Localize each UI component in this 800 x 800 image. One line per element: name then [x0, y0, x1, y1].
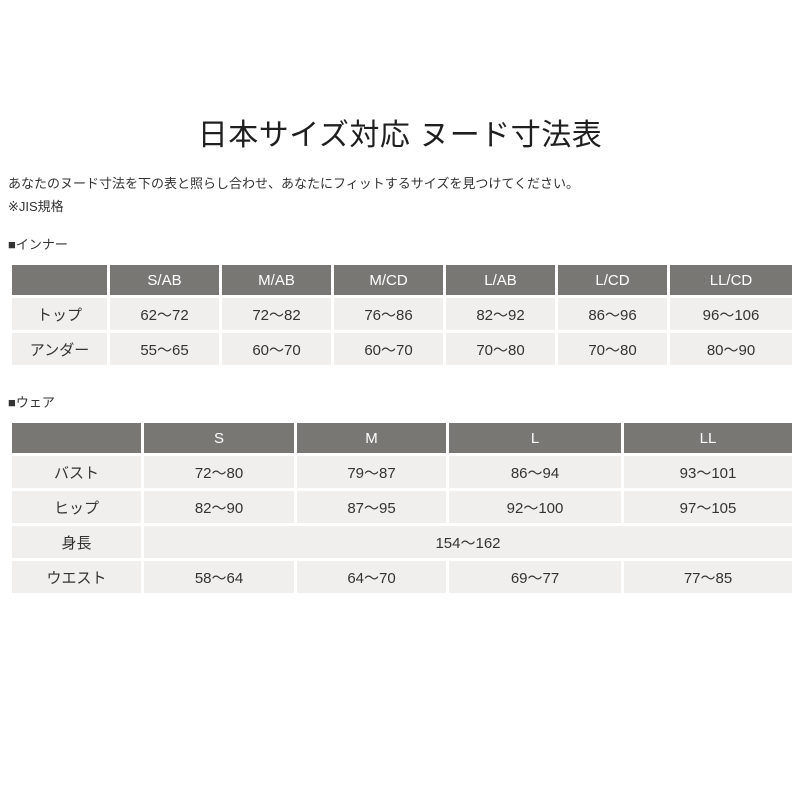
column-header: L/CD — [555, 262, 670, 298]
column-header: L — [446, 420, 624, 456]
column-header: LL — [621, 420, 795, 456]
wear-size-table: S M L LL バスト 72～80 79～87 86～94 93～101 ヒッ… — [9, 420, 795, 596]
size-value-cell: 70～80 — [443, 330, 558, 368]
table-row: 身長 154～162 — [9, 523, 795, 561]
table-row: ウエスト 58～64 64～70 69～77 77～85 — [9, 558, 795, 596]
size-value-cell: 82～92 — [443, 295, 558, 333]
size-value-cell: 92～100 — [446, 488, 624, 526]
corner-cell — [9, 420, 144, 456]
size-value-cell: 69～77 — [446, 558, 624, 596]
size-value-cell: 72～80 — [141, 453, 297, 491]
row-label: トップ — [9, 295, 110, 333]
corner-cell — [9, 262, 110, 298]
size-value-cell: 93～101 — [621, 453, 795, 491]
inner-size-table: S/AB M/AB M/CD L/AB L/CD LL/CD トップ 62～72… — [9, 262, 795, 368]
description: あなたのヌード寸法を下の表と照らし合わせ、あなたにフィットするサイズを見つけてく… — [8, 172, 579, 218]
column-header: S — [141, 420, 297, 456]
row-label: ヒップ — [9, 488, 144, 526]
column-header: M/CD — [331, 262, 446, 298]
column-header: M/AB — [219, 262, 334, 298]
table-row: ヒップ 82～90 87～95 92～100 97～105 — [9, 488, 795, 526]
size-value-cell: 70～80 — [555, 330, 670, 368]
header-row: S/AB M/AB M/CD L/AB L/CD LL/CD — [9, 262, 795, 298]
section-heading-wear: ■ウェア — [8, 395, 55, 410]
column-header: M — [294, 420, 449, 456]
size-value-cell: 80～90 — [667, 330, 795, 368]
row-label: アンダー — [9, 330, 110, 368]
size-value-cell: 64～70 — [294, 558, 449, 596]
column-header: LL/CD — [667, 262, 795, 298]
size-value-cell: 87～95 — [294, 488, 449, 526]
header-row: S M L LL — [9, 420, 795, 456]
row-label: 身長 — [9, 523, 144, 561]
table-row: バスト 72～80 79～87 86～94 93～101 — [9, 453, 795, 491]
size-value-cell: 60～70 — [219, 330, 334, 368]
size-value-cell: 79～87 — [294, 453, 449, 491]
jis-note: ※JIS規格 — [8, 199, 64, 214]
size-value-cell: 76～86 — [331, 295, 446, 333]
table-row: トップ 62～72 72～82 76～86 82～92 86～96 96～106 — [9, 295, 795, 333]
size-value-cell: 55～65 — [107, 330, 222, 368]
size-value-cell: 82～90 — [141, 488, 297, 526]
size-value-cell: 62～72 — [107, 295, 222, 333]
size-value-cell: 60～70 — [331, 330, 446, 368]
row-label: ウエスト — [9, 558, 144, 596]
column-header: S/AB — [107, 262, 222, 298]
table-row: アンダー 55～65 60～70 60～70 70～80 70～80 80～90 — [9, 330, 795, 368]
column-header: L/AB — [443, 262, 558, 298]
section-heading-inner: ■インナー — [8, 237, 68, 252]
size-value-cell: 96～106 — [667, 295, 795, 333]
size-value-cell: 72～82 — [219, 295, 334, 333]
page-title: 日本サイズ対応 ヌード寸法表 — [197, 119, 603, 152]
size-value-cell-merged: 154～162 — [141, 523, 795, 561]
size-value-cell: 58～64 — [141, 558, 297, 596]
size-value-cell: 97～105 — [621, 488, 795, 526]
size-value-cell: 86～96 — [555, 295, 670, 333]
row-label: バスト — [9, 453, 144, 491]
size-value-cell: 77～85 — [621, 558, 795, 596]
description-line: あなたのヌード寸法を下の表と照らし合わせ、あなたにフィットするサイズを見つけてく… — [8, 176, 579, 191]
size-value-cell: 86～94 — [446, 453, 624, 491]
